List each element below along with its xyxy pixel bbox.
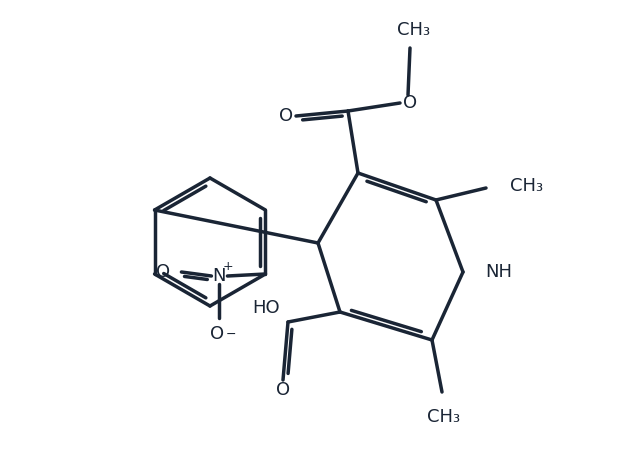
Text: O: O <box>279 107 293 125</box>
Text: +: + <box>223 260 234 274</box>
Text: CH₃: CH₃ <box>510 177 543 195</box>
Text: CH₃: CH₃ <box>428 408 461 426</box>
Text: N: N <box>212 267 226 285</box>
Text: HO: HO <box>252 299 280 317</box>
Text: O: O <box>211 325 225 343</box>
Text: −: − <box>226 328 237 340</box>
Text: O: O <box>156 263 170 281</box>
Text: O: O <box>276 381 290 399</box>
Text: CH₃: CH₃ <box>397 21 431 39</box>
Text: O: O <box>403 94 417 112</box>
Text: NH: NH <box>485 263 512 281</box>
